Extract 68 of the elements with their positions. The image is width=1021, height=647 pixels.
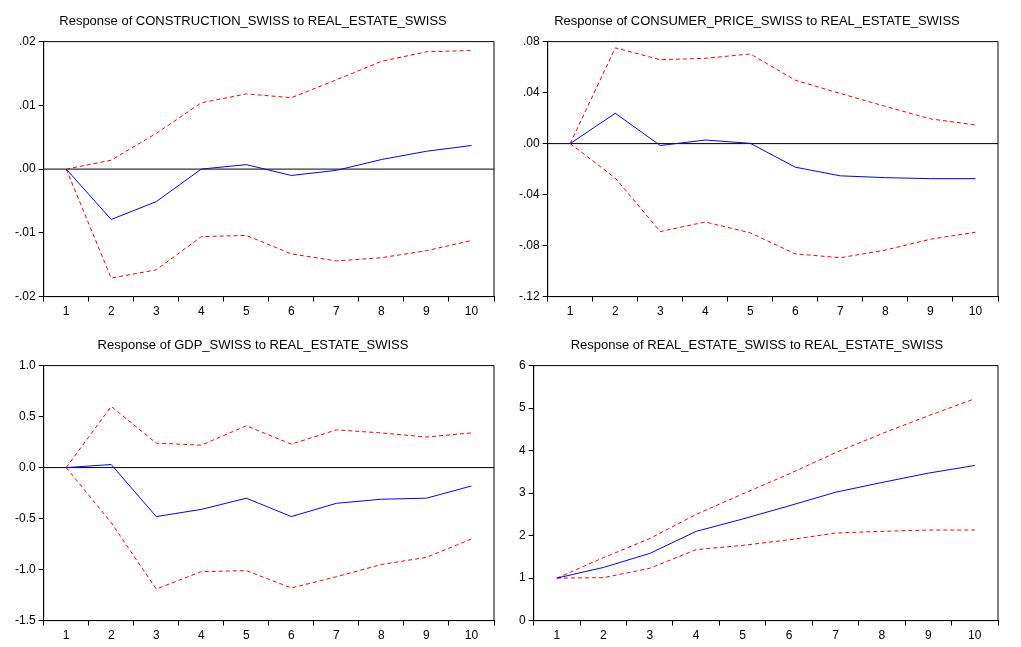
x-tick-label: 8 — [882, 304, 890, 319]
x-tick-label: 10 — [464, 628, 479, 643]
y-tick-label: -1.0 — [14, 561, 36, 576]
y-tick-label: .00 — [18, 161, 36, 176]
x-tick-label: 9 — [423, 304, 431, 319]
y-tick-label: -1.5 — [14, 612, 36, 627]
y-tick-label: 0 — [518, 612, 526, 627]
y-tick-label: 1 — [518, 570, 526, 585]
y-tick-label: -.04 — [518, 186, 540, 201]
x-tick-label: 2 — [599, 628, 607, 643]
x-tick-label: 7 — [837, 304, 845, 319]
x-tick-label: 4 — [197, 628, 205, 643]
x-tick-label: 1 — [62, 304, 70, 319]
x-tick-label: 8 — [878, 628, 886, 643]
x-tick-label: 5 — [739, 628, 747, 643]
x-tick-label: 6 — [288, 628, 296, 643]
y-tick-label: .02 — [18, 33, 36, 48]
x-tick-label: 10 — [464, 304, 479, 319]
x-tick-label: 3 — [656, 304, 664, 319]
x-tick-label: 8 — [378, 304, 386, 319]
y-tick-label: 2 — [518, 527, 526, 542]
x-tick-label: 6 — [792, 304, 800, 319]
x-tick-label: 5 — [242, 304, 250, 319]
chart-title: Response of GDP_SWISS to REAL_ESTATE_SWISS — [97, 337, 409, 353]
y-tick-label: .04 — [522, 84, 540, 99]
y-tick-label: .01 — [18, 97, 36, 112]
x-tick-label: 4 — [197, 304, 205, 319]
x-tick-label: 1 — [62, 628, 70, 643]
x-tick-label: 2 — [107, 628, 115, 643]
x-tick-label: 6 — [288, 304, 296, 319]
y-tick-label: -.12 — [518, 288, 540, 303]
y-tick-label: 3 — [518, 485, 526, 500]
x-tick-label: 7 — [333, 628, 341, 643]
x-tick-label: 1 — [553, 628, 561, 643]
x-tick-label: 7 — [832, 628, 840, 643]
y-tick-label: 0.5 — [18, 408, 36, 423]
x-tick-label: 5 — [242, 628, 250, 643]
y-tick-label: 0.0 — [18, 459, 36, 474]
x-tick-label: 1 — [566, 304, 574, 319]
y-tick-label: -.02 — [14, 288, 36, 303]
x-tick-label: 7 — [333, 304, 341, 319]
x-tick-label: 8 — [378, 628, 386, 643]
x-tick-label: 9 — [927, 304, 935, 319]
chart-title: Response of CONSTRUCTION_SWISS to REAL_ESTATE_SWISS — [59, 13, 448, 29]
chart-title: Response of CONSUMER_PRICE_SWISS to REAL_ESTATE_SWISS — [554, 13, 961, 29]
x-tick-label: 3 — [646, 628, 654, 643]
y-tick-label: .08 — [522, 33, 540, 48]
x-tick-label: 4 — [692, 628, 700, 643]
x-tick-label: 10 — [968, 304, 983, 319]
y-tick-label: .00 — [522, 135, 540, 150]
y-tick-label: -.08 — [518, 237, 540, 252]
chart-title: Response of REAL_ESTATE_SWISS to REAL_ESTATE_SWISS — [570, 337, 944, 353]
x-tick-label: 10 — [968, 628, 982, 643]
x-tick-label: 6 — [785, 628, 793, 643]
x-tick-label: 4 — [701, 304, 709, 319]
x-tick-label: 9 — [423, 628, 431, 643]
y-tick-label: -.01 — [14, 225, 36, 240]
y-tick-label: 6 — [518, 357, 526, 372]
x-tick-label: 3 — [152, 304, 160, 319]
x-tick-label: 2 — [611, 304, 619, 319]
x-tick-label: 5 — [746, 304, 754, 319]
x-tick-label: 9 — [925, 628, 933, 643]
y-tick-label: -0.5 — [14, 510, 36, 525]
x-tick-label: 2 — [107, 304, 115, 319]
y-tick-label: 1.0 — [18, 357, 36, 372]
y-tick-label: 5 — [518, 400, 526, 415]
x-tick-label: 3 — [152, 628, 160, 643]
y-tick-label: 4 — [518, 442, 526, 457]
